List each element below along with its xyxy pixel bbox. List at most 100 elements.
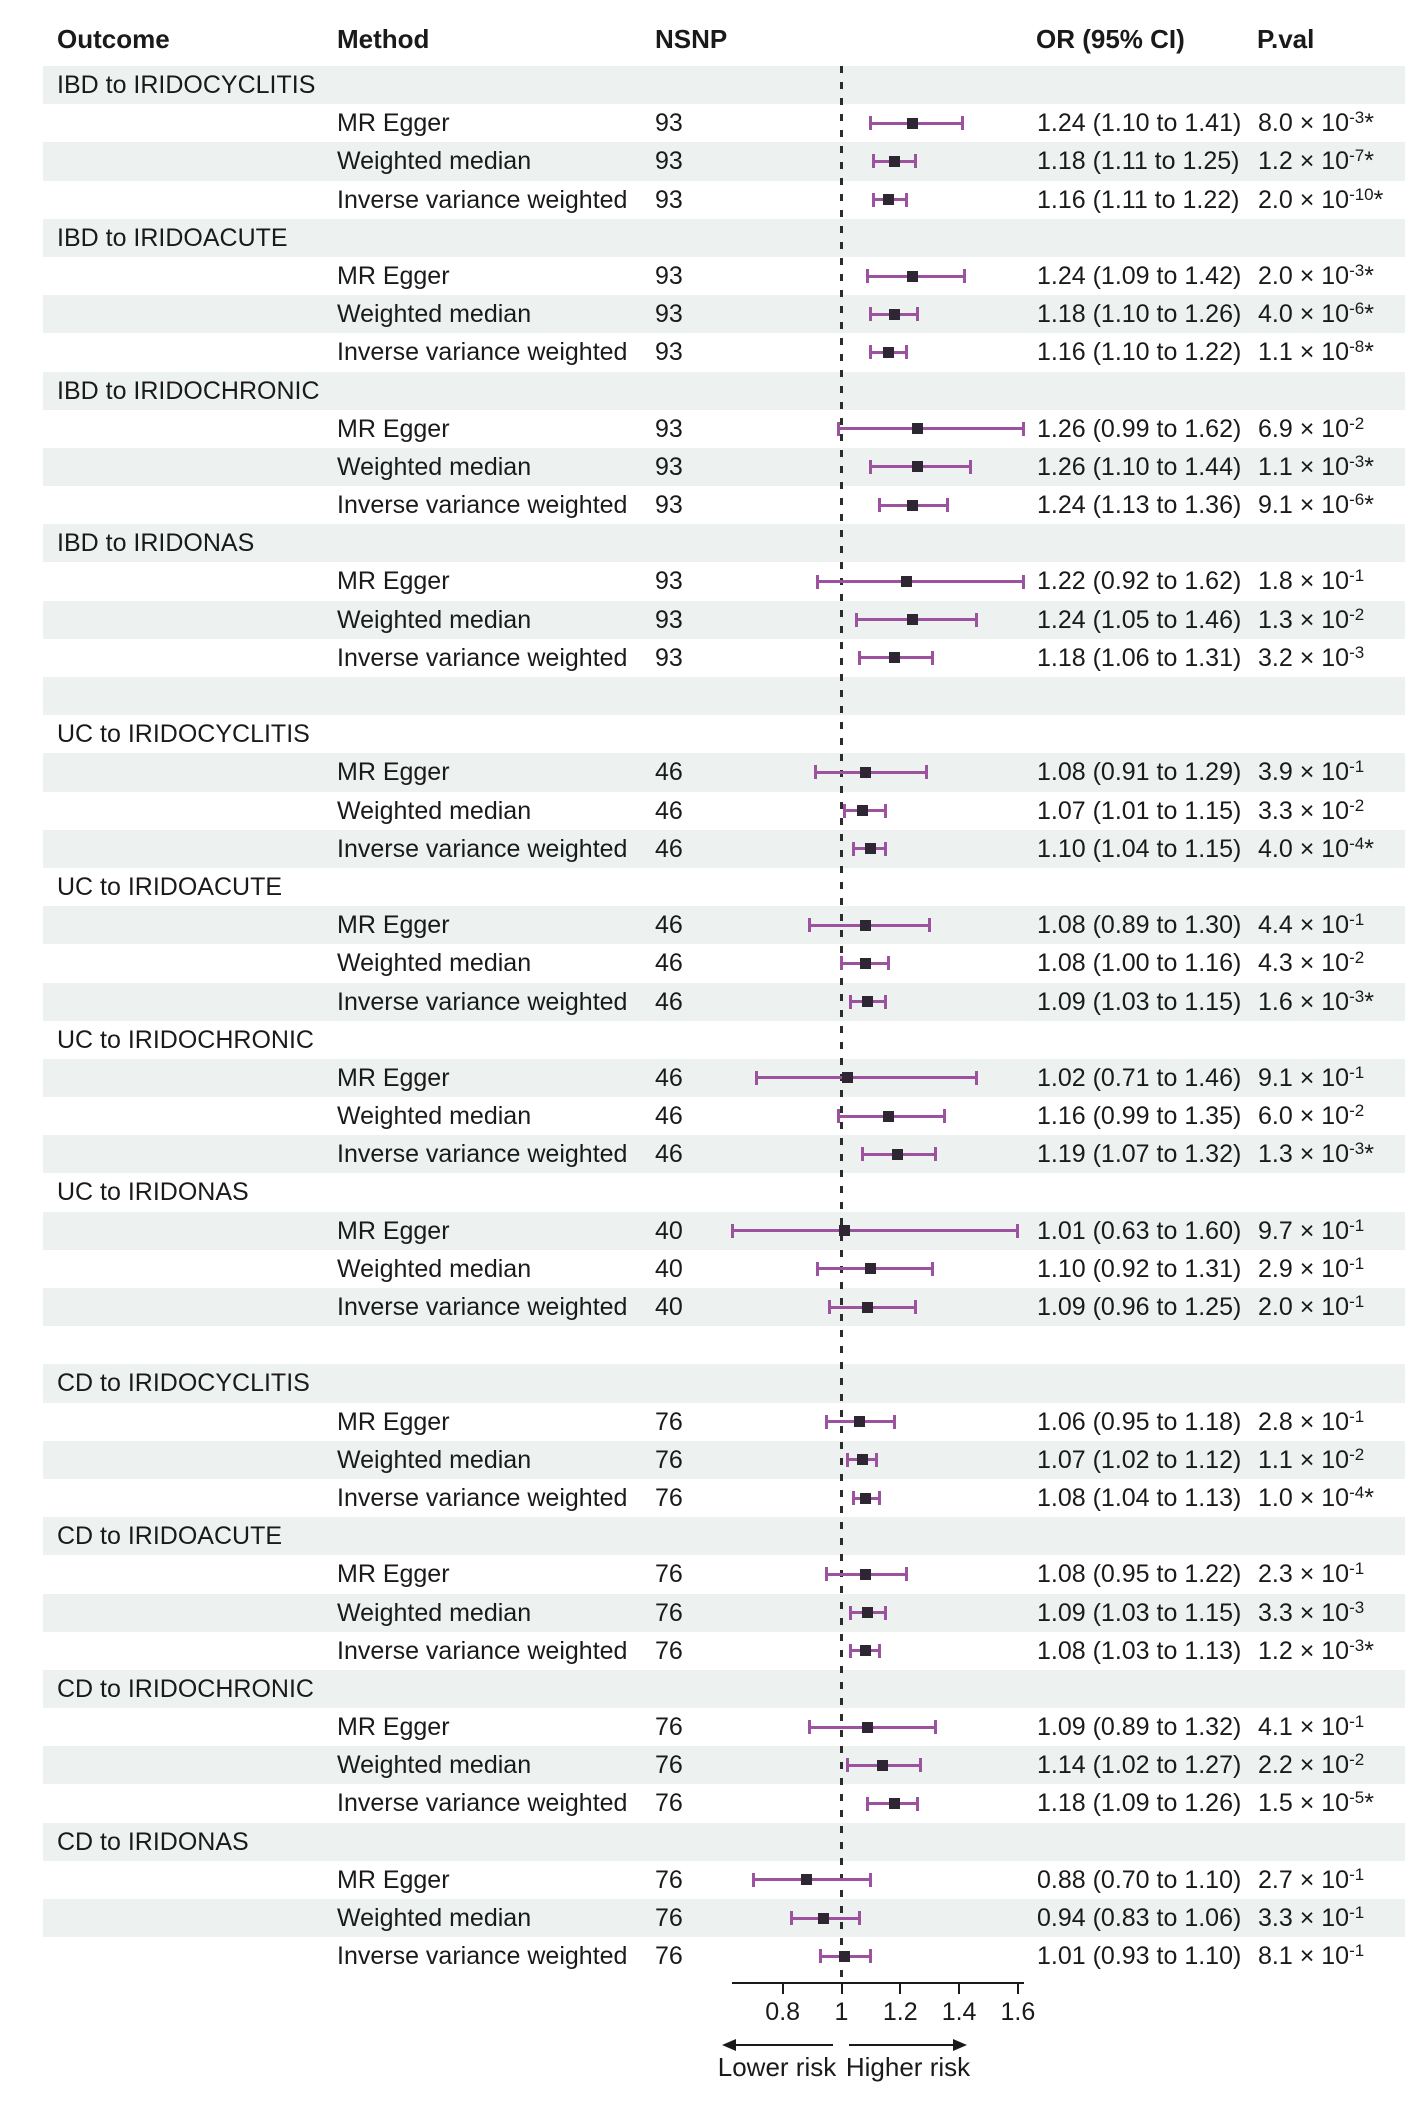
pval-text: 4.4 × 10-1 [1258, 910, 1365, 940]
group-header-row: IBD to IRIDOCHRONIC [43, 371, 1405, 410]
or-ci-text: 1.22 (0.92 to 1.62) [1037, 567, 1242, 596]
nsnp-value: 76 [655, 1560, 683, 1589]
ci-cap-right [919, 1758, 923, 1773]
method-label: Weighted median [337, 605, 532, 634]
pval-text: 2.0 × 10-1 [1258, 1292, 1365, 1321]
point-estimate-marker [838, 1950, 850, 1962]
point-estimate-marker [800, 1874, 812, 1886]
ci-cap-left [842, 803, 846, 818]
ci-cap-left [807, 1720, 811, 1735]
ci-cap-right [878, 1491, 882, 1506]
pval-text: 6.9 × 10-2 [1258, 413, 1365, 443]
group-header-row: UC to IRIDOCYCLITIS [43, 715, 1405, 753]
pval-text: 3.2 × 10-3 [1258, 642, 1365, 672]
nsnp-value: 76 [655, 1445, 683, 1474]
method-row: Weighted median 76 1.09 (1.03 to 1.15) 3.3 … [43, 1593, 1405, 1632]
ci-cap-right [904, 345, 908, 360]
or-ci-text: 1.10 (1.04 to 1.15) [1037, 834, 1242, 863]
ci-cap-right [887, 956, 891, 971]
ci-cap-right [884, 803, 888, 818]
or-ci-text: 1.07 (1.01 to 1.15) [1037, 796, 1242, 825]
nsnp-value: 93 [655, 261, 683, 290]
outcome-label: CD to IRIDOCYCLITIS [57, 1369, 310, 1398]
or-ci-text: 1.18 (1.11 to 1.25) [1037, 147, 1240, 176]
method-label: Inverse variance weighted [337, 1636, 628, 1665]
method-label: Inverse variance weighted [337, 987, 628, 1016]
method-label: MR Egger [337, 1407, 450, 1436]
or-ci-text: 1.24 (1.09 to 1.42) [1037, 261, 1242, 290]
ci-cap-left [848, 994, 852, 1009]
ci-cap-left [866, 269, 870, 284]
x-axis-tick [1016, 1984, 1019, 1994]
ci-cap-left [816, 1261, 820, 1276]
point-estimate-marker [877, 1759, 889, 1771]
ci-cap-right [916, 307, 920, 322]
ci-cap-left [872, 154, 876, 169]
or-ci-text: 1.08 (1.00 to 1.16) [1037, 949, 1242, 978]
method-row: Weighted median 93 1.24 (1.05 to 1.46) 1.3 … [43, 600, 1405, 639]
x-axis-tick [781, 1984, 784, 1994]
spacer-row [43, 677, 1405, 716]
point-estimate-marker [888, 1798, 900, 1810]
pval-text: 9.1 × 10-6* [1258, 490, 1374, 520]
ci-cap-left [813, 765, 817, 780]
or-ci-text: 0.94 (0.83 to 1.06) [1037, 1904, 1242, 1932]
group-header-row: CD to IRIDOCYCLITIS [43, 1364, 1405, 1403]
point-estimate-marker [856, 805, 868, 817]
method-label: Weighted median [337, 949, 532, 978]
point-estimate-marker [859, 1492, 871, 1504]
pval-text: 2.0 × 10-10* [1258, 184, 1384, 214]
or-ci-text: 1.09 (0.96 to 1.25) [1037, 1293, 1242, 1321]
or-ci-text: 1.16 (1.10 to 1.22) [1037, 338, 1242, 367]
nsnp-value: 76 [655, 1636, 683, 1665]
method-label: MR Egger [337, 1713, 450, 1742]
ci-cap-left [869, 307, 873, 322]
point-estimate-marker [818, 1912, 830, 1924]
or-ci-text: 1.24 (1.10 to 1.41) [1037, 109, 1242, 138]
risk-direction-arrows [722, 2039, 967, 2051]
pval-text: 2.3 × 10-1 [1258, 1559, 1365, 1589]
ci-cap-right [884, 1605, 888, 1620]
point-estimate-marker [853, 1416, 865, 1428]
pval-text: 1.8 × 10-1 [1258, 566, 1365, 596]
pval-text: 2.7 × 10-1 [1258, 1864, 1365, 1894]
ci-bar [838, 427, 1024, 431]
or-ci-text: 1.16 (1.11 to 1.22) [1037, 185, 1240, 214]
method-row: Inverse variance weighted 76 1.08 (1.04 to… [43, 1479, 1405, 1517]
point-estimate-marker [859, 1568, 871, 1580]
nsnp-value: 93 [655, 147, 683, 176]
or-ci-text: 1.08 (0.89 to 1.30) [1037, 911, 1242, 940]
point-estimate-marker [912, 423, 924, 435]
ci-cap-right [875, 1452, 879, 1467]
ci-cap-right [1022, 574, 1026, 589]
point-estimate-marker [838, 1225, 850, 1237]
nsnp-value: 93 [655, 300, 683, 329]
pval-text: 4.3 × 10-2 [1258, 948, 1365, 978]
method-row: MR Egger 46 1.08 (0.91 to 1.29) 3.9 × 10-1 [43, 753, 1405, 792]
or-ci-text: 1.08 (0.95 to 1.22) [1037, 1560, 1242, 1589]
nsnp-value: 93 [655, 109, 683, 138]
method-row: Weighted median 76 0.94 (0.83 to 1.06) 3.3 … [43, 1899, 1405, 1938]
or-ci-text: 1.01 (0.93 to 1.10) [1037, 1942, 1242, 1971]
x-axis-tick-label: 1 [834, 1998, 849, 2026]
ci-cap-left [840, 956, 843, 971]
nsnp-value: 40 [655, 1293, 683, 1321]
method-label: Inverse variance weighted [337, 1789, 628, 1818]
ci-cap-right [869, 1872, 873, 1887]
ci-cap-left [790, 1911, 794, 1926]
x-axis-tick-label: 1.6 [1000, 1998, 1036, 2026]
or-ci-text: 0.88 (0.70 to 1.10) [1037, 1865, 1242, 1894]
point-estimate-marker [859, 766, 871, 778]
pval-text: 3.3 × 10-3 [1258, 1597, 1365, 1627]
pval-text: 6.0 × 10-2 [1258, 1101, 1365, 1131]
ci-cap-right [1016, 1223, 1020, 1238]
method-row: Weighted median 76 1.14 (1.02 to 1.27) 2.2 … [43, 1746, 1405, 1785]
ci-cap-right [916, 1796, 920, 1811]
ci-bar [732, 1229, 1018, 1233]
or-ci-text: 1.26 (0.99 to 1.62) [1037, 414, 1242, 443]
method-row: Inverse variance weighted 93 1.16 (1.11 to… [43, 181, 1405, 219]
group-header-row: CD to IRIDOCHRONIC [43, 1669, 1405, 1709]
group-header-row: UC to IRIDOCHRONIC [43, 1021, 1405, 1059]
ci-cap-left [819, 1949, 823, 1964]
pval-text: 2.9 × 10-1 [1258, 1253, 1365, 1283]
